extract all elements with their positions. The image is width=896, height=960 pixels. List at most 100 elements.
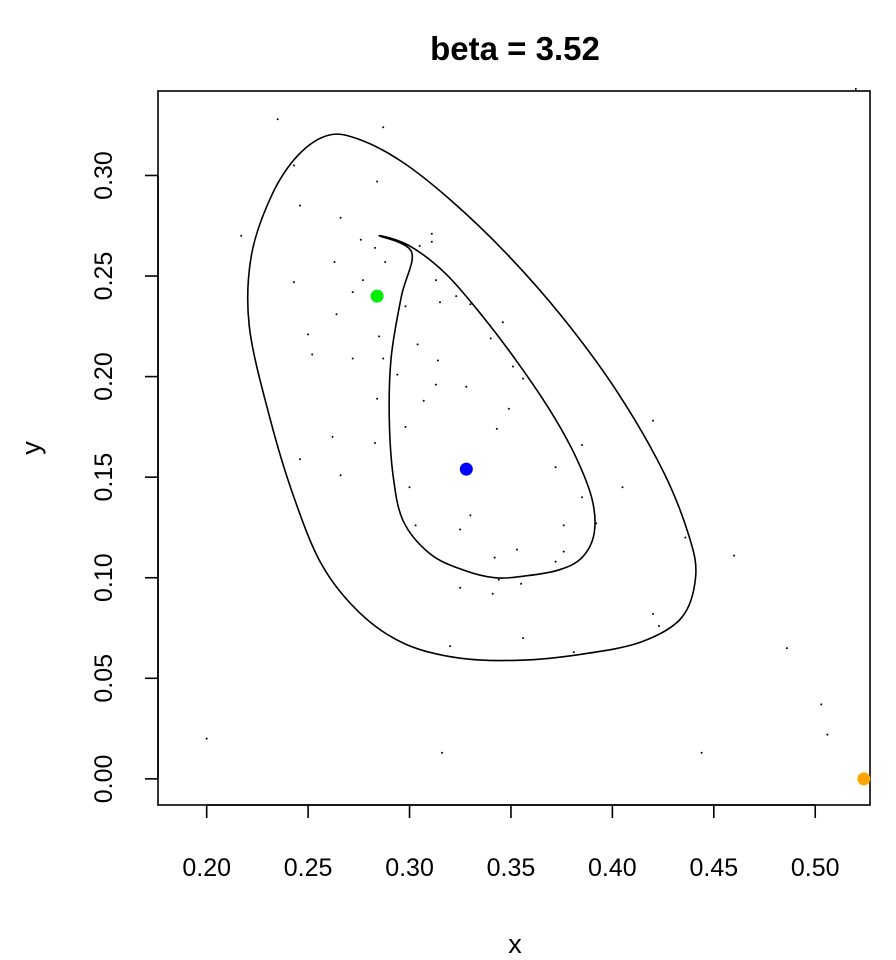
scatter-point	[335, 313, 338, 316]
scatter-point	[292, 164, 295, 167]
scatter-point	[700, 751, 703, 754]
scatter-point	[299, 204, 301, 207]
x-tick-label: 0.25	[284, 854, 333, 882]
scatter-point	[333, 261, 336, 263]
scatter-point	[434, 279, 437, 282]
scatter-point	[455, 295, 458, 298]
scatter-point	[459, 586, 462, 589]
scatter-point	[436, 359, 439, 362]
scatter-point	[205, 737, 208, 740]
x-tick-label: 0.35	[487, 854, 536, 882]
scatter-point	[351, 357, 354, 360]
scatter-point	[404, 425, 407, 428]
highlight-point	[857, 772, 871, 786]
scatter-point	[522, 377, 525, 380]
x-tick-label: 0.45	[689, 854, 738, 882]
scatter-point	[339, 216, 342, 219]
scatter-point	[441, 751, 443, 754]
scatter-point	[595, 522, 598, 525]
x-tick-label: 0.20	[182, 854, 231, 882]
scatter-point	[459, 528, 462, 531]
y-tick-label: 0.20	[90, 352, 118, 401]
y-tick-label: 0.25	[90, 252, 118, 301]
scatter-point	[422, 399, 425, 402]
scatter-point	[404, 305, 407, 308]
scatter-point	[516, 548, 518, 551]
scatter-point	[581, 444, 583, 446]
scatter-point	[572, 651, 575, 654]
scatter-point	[416, 343, 419, 346]
scatter-point	[339, 474, 342, 477]
scatter-point	[820, 703, 823, 706]
y-tick-label: 0.05	[90, 654, 118, 703]
scatter-point	[408, 486, 411, 489]
scatter-point	[512, 365, 514, 368]
scatter-point	[359, 238, 362, 241]
scatter-point	[826, 733, 829, 736]
scatter-point	[307, 333, 310, 336]
scatter-point	[469, 514, 472, 517]
scatter-point	[374, 442, 376, 444]
scatter-point	[382, 357, 385, 360]
scatter-point	[351, 291, 354, 294]
scatter-point	[581, 496, 583, 499]
scatter-point	[361, 279, 364, 282]
y-axis: 0.00 0.05 0.10 0.15 0.20 0.25 0.30	[90, 151, 159, 804]
scatter-point	[491, 592, 494, 595]
highlight-point	[370, 289, 384, 303]
scatter-point	[733, 554, 736, 557]
scatter-point	[382, 126, 385, 129]
scatter-point	[449, 645, 452, 648]
scatter-point	[378, 335, 381, 338]
x-tick-label: 0.50	[791, 854, 840, 882]
contour-lines	[246, 133, 697, 662]
scatter-point	[384, 261, 387, 263]
scatter-point	[430, 240, 433, 243]
scatter-point	[276, 118, 279, 121]
scatter-point	[621, 486, 624, 489]
scatter-point	[785, 647, 788, 650]
scatter-point	[489, 337, 492, 340]
scatter-point	[554, 560, 557, 563]
scatter-point	[299, 458, 301, 461]
scatter-point	[652, 612, 654, 615]
y-tick-label: 0.30	[90, 151, 118, 200]
scatter-point	[311, 353, 314, 356]
scatter-point	[331, 435, 334, 438]
scatter-point	[658, 625, 660, 627]
y-tick-label: 0.10	[90, 553, 118, 602]
y-tick-label: 0.15	[90, 453, 118, 502]
scatter-point	[376, 180, 379, 183]
x-tick-label: 0.40	[588, 854, 637, 882]
y-axis-label: y	[16, 441, 46, 455]
y-tick-label: 0.00	[90, 755, 118, 804]
x-axis: 0.20 0.25 0.30 0.35 0.40 0.45 0.50	[182, 804, 840, 882]
x-tick-label: 0.30	[385, 854, 434, 882]
chart-title: beta = 3.52	[430, 30, 600, 67]
scatter-point	[562, 524, 565, 527]
scatter-points	[205, 88, 857, 754]
x-axis-label: x	[508, 929, 522, 959]
scatter-point	[520, 582, 523, 585]
scatter-point	[562, 550, 565, 553]
scatter-point	[292, 281, 295, 284]
scatter-point	[430, 232, 433, 235]
scatter-point	[507, 254, 510, 257]
scatter-point	[469, 303, 472, 306]
highlight-point	[459, 462, 473, 476]
scatter-point	[684, 536, 687, 539]
scatter-point	[434, 383, 437, 386]
scatter-point	[507, 407, 510, 410]
scatter-point	[396, 373, 399, 376]
highlight-points	[370, 289, 871, 786]
plot-frame	[157, 90, 871, 806]
contour-2	[246, 133, 697, 662]
scatter-point	[854, 88, 857, 90]
scatter-point	[465, 385, 468, 388]
scatter-point	[495, 427, 498, 430]
scatter-point	[497, 578, 500, 581]
scatter-point	[418, 244, 421, 247]
scatter-point	[522, 637, 525, 640]
scatter-point	[554, 466, 557, 469]
